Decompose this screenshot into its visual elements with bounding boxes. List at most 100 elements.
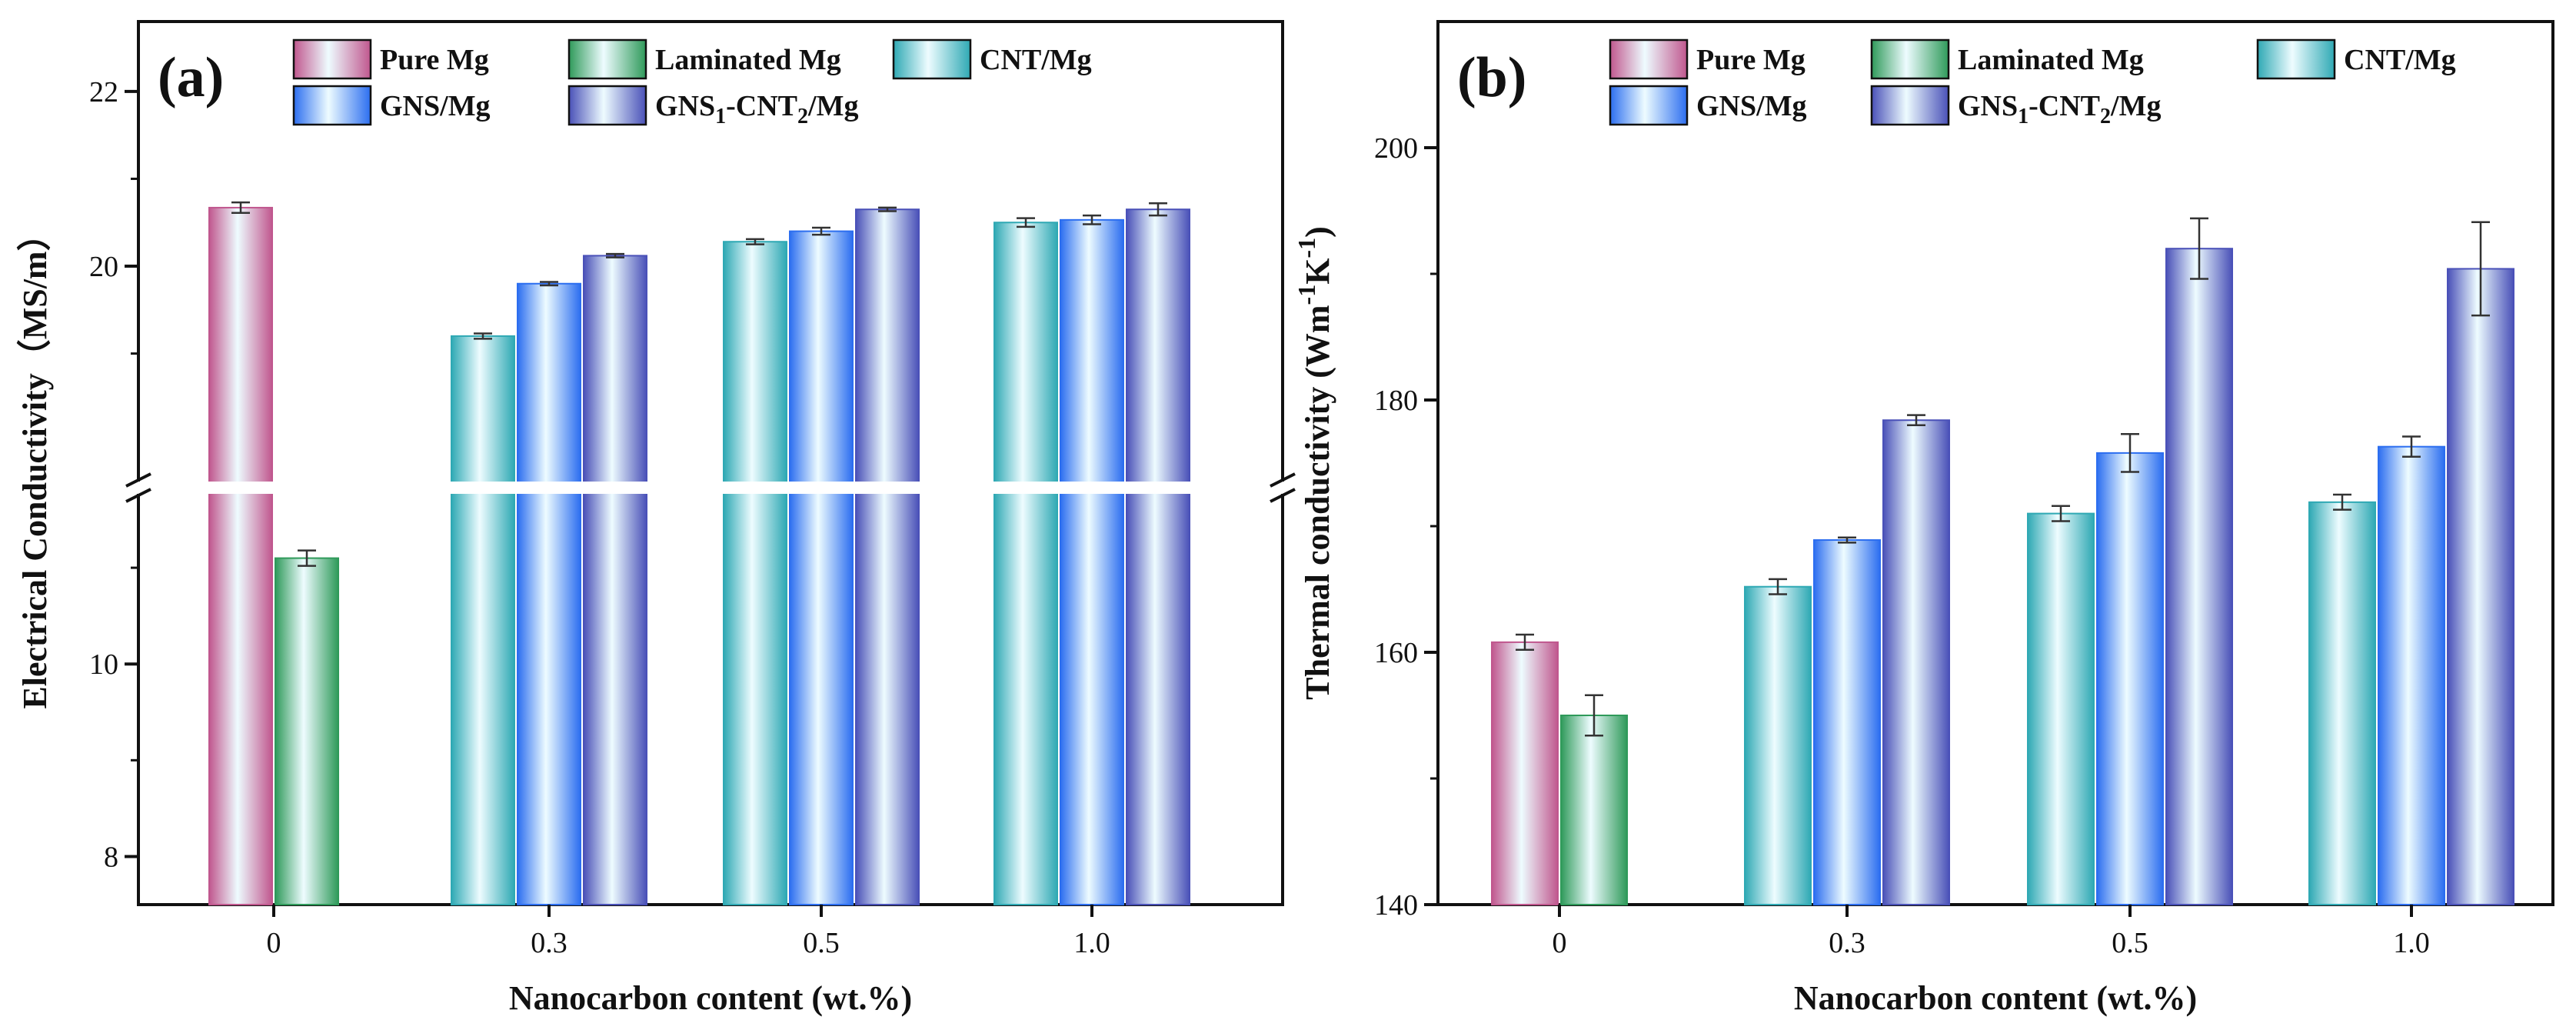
bar-b-gns1-cnt2-mg-0-5 [2165,248,2233,905]
panel-a-x-axis: 0 0.3 0.5 1.0 [267,905,1110,959]
error-bar-b-cnt-mg-0-5 [2052,505,2070,522]
bar-a-cnt-mg-0-5 [723,241,787,905]
bar-b-pure-mg-0 [1491,641,1559,905]
panel-b-bars [1491,217,2514,905]
bar-a-pure-mg-0 [208,206,273,905]
legend-label-a-gns1-cnt2-mg: GNS1-CNT2/Mg [655,90,858,128]
bar-b-gns1-cnt2-mg-0-3 [1882,419,1950,905]
y-tick-label-a-10: 10 [89,648,118,681]
error-bar-b-gns1-cnt2-mg-0-3 [1907,414,1925,427]
x-tick-label-b-0: 0 [1553,927,1567,959]
legend-item-b-gns1-cnt2-mg: GNS1-CNT2/Mg [1870,85,2161,128]
bar-b-gns-mg-0-3 [1813,539,1881,905]
panel-b-y-axis-title-sup2: -1 [1293,238,1320,258]
panel-b-y-axis-title-sup1: -1 [1293,285,1320,305]
error-bar-b-cnt-mg-0-3 [1769,578,1787,595]
legend-swatch-a-laminated-mg [567,38,647,80]
legend-item-b-cnt-mg: CNT/Mg [2256,38,2456,80]
y-tick-label-a-20: 20 [89,251,118,283]
bar-a-gns-mg-1-0 [1060,218,1124,906]
panel-a-y-axis: 8 10 20 22 [89,76,1296,873]
legend-item-b-pure-mg: Pure Mg [1609,38,1806,80]
bar-b-cnt-mg-1-0 [2308,501,2376,905]
panel-b-x-axis-title: Nanocarbon content (wt.%) [1794,979,2197,1017]
bar-a-gns-mg-0-3 [517,282,581,906]
error-bar-b-gns-mg-0-3 [1838,536,1856,544]
legend-label-a-cnt-mg: CNT/Mg [980,44,1092,76]
legend-swatch-a-gns1-cnt2-mg [567,85,647,126]
legend-swatch-a-gns-mg [292,85,372,126]
bar-a-cnt-mg-0-3 [451,335,515,906]
panel-b-y-axis-title-mid: K [1299,258,1336,285]
panel-a-bars [140,201,1281,906]
panel-a-plot-frame [137,20,1284,906]
panel-a-electrical-conductivity: 8 10 20 22 0 0.3 0.5 1.0 Pure Mg Laminated Mg CN… [16,20,1296,1017]
error-bar-a-gns-mg-0-5 [812,226,830,236]
legend-swatch-b-gns1-cnt2-mg [1870,85,1950,126]
y-tick-label-b-160: 160 [1374,637,1418,669]
x-tick-label-a-0-5: 0.5 [803,927,840,959]
legend-item-a-cnt-mg: CNT/Mg [892,38,1092,80]
bar-b-gns1-cnt2-mg-1-0 [2447,268,2514,905]
error-bar-a-gns1-cnt2-mg-0-5 [878,206,897,212]
bar-b-cnt-mg-0-5 [2027,512,2095,905]
error-bar-a-gns-mg-1-0 [1083,214,1101,225]
legend-item-a-laminated-mg: Laminated Mg [567,38,841,80]
error-bar-b-gns-mg-1-0 [2402,435,2421,458]
panel-b-thermal-conductivity: 140 160 180 200 0 0.3 0.5 1.0 Pure Mg Laminated… [1293,20,2554,1017]
legend-swatch-a-cnt-mg [892,38,972,80]
panel-b-tag: (b) [1457,46,1526,109]
legend-item-b-laminated-mg: Laminated Mg [1870,38,2144,80]
error-bar-a-gns1-cnt2-mg-0-3 [606,252,624,258]
error-bar-a-cnt-mg-0-3 [474,332,492,340]
legend-item-a-gns-mg: GNS/Mg [292,85,491,126]
error-bar-a-gns-mg-0-3 [540,281,558,287]
legend-label-b-gns1-cnt2-mg: GNS1-CNT2/Mg [1958,90,2161,128]
legend-label-b-gns-mg: GNS/Mg [1696,90,1807,122]
error-bar-a-cnt-mg-0-5 [746,238,764,245]
y-tick-label-b-180: 180 [1374,385,1418,417]
legend-label-a-laminated-mg: Laminated Mg [655,44,841,76]
bar-a-laminated-mg-0 [275,557,339,906]
legend-item-a-gns1-cnt2-mg: GNS1-CNT2/Mg [567,85,858,128]
error-bar-b-gns-mg-0-5 [2121,433,2139,473]
legend-swatch-a-pure-mg [292,38,372,80]
axis-break-mark-left [125,472,151,503]
bar-b-gns-mg-0-5 [2096,452,2164,905]
error-bar-b-gns1-cnt2-mg-0-5 [2190,217,2208,280]
panel-b-y-axis: 140 160 180 200 [1374,132,1438,922]
legend-label-a-pure-mg: Pure Mg [380,44,489,76]
axis-break-band [140,482,1281,494]
legend-label-b-laminated-mg: Laminated Mg [1958,44,2144,76]
y-tick-label-b-140: 140 [1374,889,1418,922]
x-tick-label-a-0: 0 [267,927,281,959]
legend-label-b-cnt-mg: CNT/Mg [2344,44,2456,76]
panel-a-tag: (a) [158,46,224,109]
panel-b-y-axis-title-main: Thermal conductivity (Wm [1299,305,1336,699]
axis-break-mark-right [1270,472,1296,503]
bar-b-cnt-mg-0-3 [1744,585,1812,905]
legend-swatch-b-cnt-mg [2256,38,2336,80]
panel-b-y-axis-title: Thermal conductivity (Wm-1K-1) [1293,226,1336,700]
panel-a-y-axis-title: Electrical Conductivity（MS/m） [16,217,54,708]
panel-b-x-axis: 0 0.3 0.5 1.0 [1553,905,2430,959]
error-bar-a-gns1-cnt2-mg-1-0 [1149,202,1167,217]
legend-label-b-pure-mg: Pure Mg [1696,44,1806,76]
y-tick-label-a-22: 22 [89,76,118,108]
panel-a-legend: Pure Mg Laminated Mg CNT/Mg GNS/Mg GNS1-CNT2… [292,38,1092,128]
panel-b-legend: Pure Mg Laminated Mg CNT/Mg GNS/Mg GNS1-CNT2… [1609,38,2456,128]
bar-a-cnt-mg-1-0 [993,222,1058,905]
legend-swatch-b-pure-mg [1609,38,1689,80]
panel-b-y-axis-title-tail: ) [1299,226,1336,238]
bar-a-gns-mg-0-5 [789,230,854,905]
legend-swatch-b-gns-mg [1609,85,1689,126]
error-bar-a-laminated-mg-0 [298,549,316,567]
legend-item-b-gns-mg: GNS/Mg [1609,85,1807,126]
bar-a-gns1-cnt2-mg-1-0 [1126,208,1190,906]
x-tick-label-b-1-0: 1.0 [2393,927,2430,959]
bar-a-gns1-cnt2-mg-0-3 [583,255,647,906]
legend-item-a-pure-mg: Pure Mg [292,38,489,80]
error-bar-a-cnt-mg-1-0 [1017,217,1035,228]
error-bar-b-laminated-mg-0 [1585,694,1603,737]
